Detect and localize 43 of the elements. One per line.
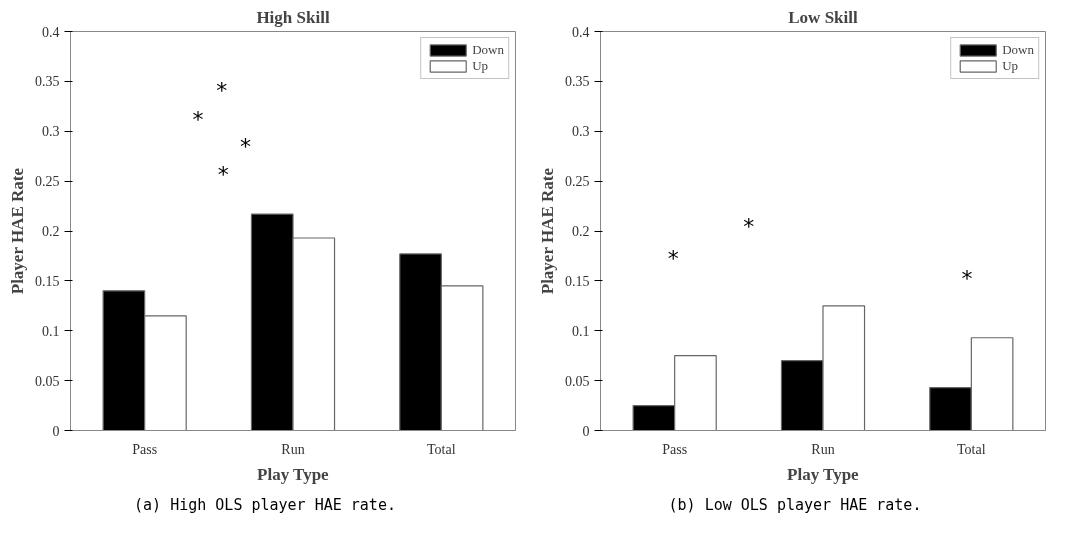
x-tick-label: Total [957, 441, 986, 457]
y-axis-title: Player HAE Rate [8, 167, 27, 295]
y-tick-label: 0.05 [35, 373, 60, 389]
annotation: * [217, 161, 229, 187]
y-tick-label: 0.4 [42, 24, 60, 40]
y-tick-label: 0.15 [35, 273, 60, 289]
x-tick-label: Pass [662, 441, 688, 457]
y-tick-label: 0 [52, 423, 60, 439]
x-tick-label: Total [427, 441, 456, 457]
y-tick-label: 0.15 [565, 273, 590, 289]
annotation: * [216, 77, 228, 103]
annotation: * [961, 266, 973, 292]
chart-title: High Skill [256, 7, 330, 27]
y-tick-label: 0.1 [42, 323, 60, 339]
annotation: * [667, 246, 679, 272]
annotation: * [743, 213, 755, 239]
y-tick-label: 0.3 [572, 124, 590, 140]
y-tick-label: 0 [582, 423, 590, 439]
legend-label: Up [1002, 58, 1020, 74]
y-tick-label: 0.3 [42, 124, 60, 140]
y-tick-label: 0.35 [565, 74, 590, 90]
x-axis-title: Play Type [787, 464, 860, 484]
x-tick-label: Pass [132, 441, 158, 457]
y-tick-label: 0.25 [565, 174, 590, 190]
x-tick-label: Run [811, 441, 835, 457]
x-tick-label: Run [281, 441, 305, 457]
annotation: * [192, 106, 204, 132]
legend-label: Down [472, 42, 504, 58]
text: (a) High OLS player HAE rate. [134, 495, 396, 516]
y-tick-label: 0.05 [565, 373, 590, 389]
y-tick-label: 0.2 [42, 224, 60, 239]
annotation: * [240, 133, 252, 159]
y-tick-label: 0.1 [572, 323, 590, 339]
legend-label: Down [1002, 42, 1034, 58]
y-tick-label: 0.25 [35, 174, 60, 190]
y-axis-title: Player HAE Rate [538, 167, 557, 295]
x-axis-title: Play Type [257, 464, 330, 484]
text: (b) Low OLS player HAE rate. [668, 495, 922, 516]
legend-label: Up [472, 58, 490, 74]
y-tick-label: 0.4 [572, 24, 590, 40]
chart-title: Low Skill [788, 7, 858, 27]
y-tick-label: 0.2 [572, 224, 590, 239]
y-tick-label: 0.35 [35, 74, 60, 90]
